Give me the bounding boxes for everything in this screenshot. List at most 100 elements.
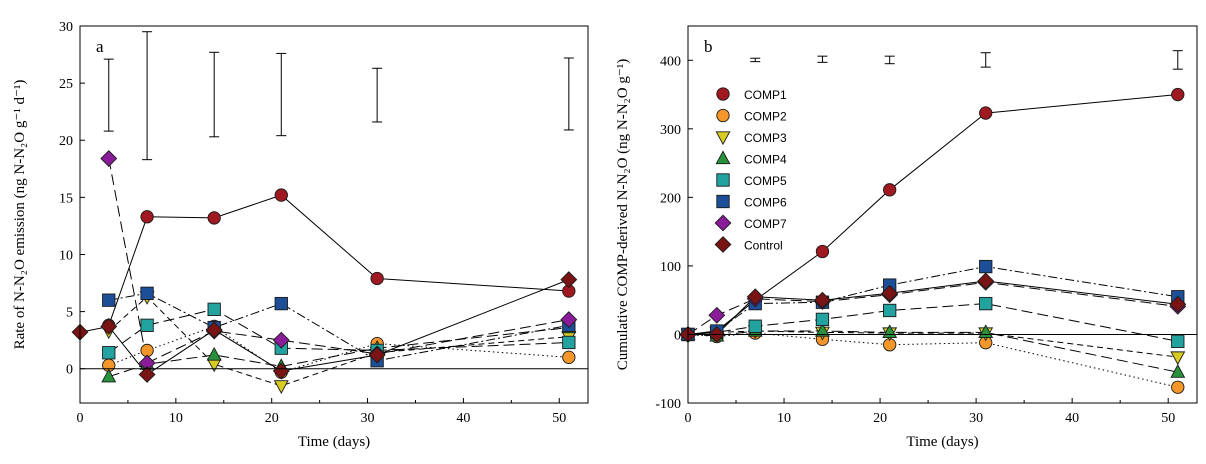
panel-b-point-control: [1169, 295, 1187, 313]
panel-b-series-line-comp2: [687, 332, 1178, 388]
panel-b-point-comp5: [748, 319, 762, 333]
panel-a-point-comp5: [562, 335, 576, 350]
panel-a-x-axis-title: Time (days): [298, 434, 370, 450]
panel-a-series-line-comp3: [108, 296, 569, 387]
legend-marker-control: [714, 236, 732, 253]
panel-a-series-line-comp4: [108, 327, 569, 378]
legend-label-comp4: COMP4: [744, 153, 787, 167]
panel-a-point-comp6: [274, 296, 288, 311]
panel-a-point-comp1: [140, 210, 154, 224]
panel-b-point-comp1: [1171, 87, 1185, 102]
panel-a-point-comp3: [206, 358, 222, 373]
panel-a-series-line-comp7: [108, 158, 569, 364]
panel-b-point-comp5: [883, 303, 897, 318]
panel-a-point-comp3: [273, 380, 289, 395]
legend-label-comp2: COMP2: [744, 110, 787, 124]
legend-marker-comp1: [716, 87, 730, 101]
panel-a: 0 10 20 30 40 50 0 5 10 15 20 25 30 a Time (days) Ra…: [12, 20, 589, 450]
panel-a-point-comp7: [100, 150, 118, 167]
panel-a-x-tick-label: 30: [361, 411, 375, 426]
panel-b-letter: b: [704, 37, 713, 56]
panel-b-point-control: [746, 288, 764, 306]
panel-b-x-tick-label: 40: [1065, 411, 1079, 426]
panel-b-point-comp2: [1171, 380, 1185, 394]
panel-a-y-tick-label: 30: [59, 20, 73, 35]
panel-a-point-comp1: [274, 188, 288, 202]
legend-marker-comp6: [716, 194, 730, 209]
panel-a-series-line-comp6: [108, 292, 569, 362]
panel-a-point-comp5: [207, 302, 221, 316]
panel-a-point-comp7: [272, 331, 290, 349]
panel-a-letter: a: [96, 37, 104, 56]
panel-b-point-comp5: [815, 312, 830, 327]
panel-a-point-control: [138, 366, 156, 383]
legend-label-comp1: COMP1: [744, 88, 787, 102]
panel-b-y-tick-label: 400: [660, 54, 681, 69]
panel-a-x-tick-label: 0: [77, 411, 84, 426]
panel-b-point-comp5: [979, 296, 993, 311]
panel-a-point-comp4: [101, 368, 117, 383]
panel-b-y-tick-label: 0: [674, 328, 681, 343]
panel-a-point-comp7: [560, 311, 578, 329]
legend-label-comp3: COMP3: [744, 131, 787, 145]
legend-marker-comp4: [715, 150, 731, 165]
panel-a-x-tick-label: 20: [265, 411, 279, 426]
panel-a-series-line-comp2: [108, 325, 569, 373]
panel-a-y-tick-label: 20: [59, 134, 73, 149]
panel-a-x-tick-label: 40: [456, 411, 470, 426]
panel-b-x-tick-label: 0: [685, 411, 692, 426]
panel-a-point-comp2: [562, 350, 576, 364]
panel-b-y-tick-label: -100: [655, 397, 681, 412]
panel-b-plot-frame: [687, 25, 1198, 404]
panel-a-x-tick-label: 50: [552, 411, 566, 426]
panel-b-point-comp1: [979, 106, 993, 120]
legend-marker-comp3: [715, 131, 731, 146]
panel-a-series-line-comp1: [108, 194, 569, 326]
panel-a-y-tick-label: 10: [59, 248, 73, 263]
panel-a-y-tick-label: 0: [66, 363, 73, 378]
legend-label-comp6: COMP6: [744, 196, 787, 210]
panel-b-y-axis-title: Cumulative COMP-derived N-N₂O (ng N-N₂O …: [615, 59, 631, 371]
legend-marker-comp7: [714, 214, 732, 232]
panel-a-point-control: [560, 271, 578, 289]
panel-a-point-comp6: [140, 286, 154, 300]
panel-b-point-comp6: [979, 259, 993, 274]
panel-b-x-tick-label: 20: [873, 411, 887, 426]
panel-b-point-comp3: [1170, 351, 1186, 366]
legend-label-comp5: COMP5: [744, 174, 787, 188]
panel-b-x-tick-label: 30: [969, 411, 983, 426]
panel-b-x-tick-label: 50: [1161, 411, 1175, 426]
panel-b-point-comp7: [708, 306, 726, 324]
panel-a-point-control: [368, 346, 386, 364]
panel-a-point-comp4: [206, 346, 222, 361]
panel-b-y-tick-label: 200: [660, 191, 681, 206]
legend-label-comp7: COMP7: [744, 217, 787, 231]
panel-b-point-comp1: [815, 244, 830, 259]
panel-a-point-comp1: [370, 271, 384, 286]
panel-a-y-tick-label: 15: [59, 191, 73, 206]
panel-b-y-tick-label: 100: [660, 260, 681, 275]
panel-b-point-comp4: [1170, 364, 1186, 378]
panel-b: 0 10 20 30 40 50 -100 0 100 200 300 400 COMP1 COMP2 C…: [615, 25, 1198, 450]
legend-label-control: Control: [744, 239, 783, 253]
panel-a-y-tick-label: 25: [59, 77, 73, 92]
panel-b-x-tick-label: 10: [777, 411, 791, 426]
panel-b-point-control: [881, 284, 899, 302]
legend-marker-comp5: [716, 173, 730, 187]
panel-b-y-tick-label: 300: [660, 123, 681, 138]
panel-a-point-control: [100, 318, 118, 335]
panel-a-point-control: [205, 321, 223, 339]
panel-a-y-axis-title: Rate of N-N₂O emission (ng N-N₂O g⁻¹ d⁻¹…: [12, 80, 28, 350]
panel-a-point-comp6: [102, 293, 116, 307]
panel-a-x-tick-label: 10: [169, 411, 183, 426]
panel-b-series-line-comp4: [687, 330, 1178, 373]
panel-a-point-comp5: [140, 318, 154, 332]
panel-a-y-tick-label: 5: [66, 306, 73, 321]
panel-a-point-comp5: [102, 346, 116, 360]
panel-a-series-line-comp5: [108, 308, 569, 354]
panel-b-point-comp4: [814, 322, 830, 337]
panel-a-point-comp1: [207, 211, 221, 225]
panel-a-plot-frame: [79, 25, 589, 404]
legend-marker-comp2: [716, 108, 730, 123]
